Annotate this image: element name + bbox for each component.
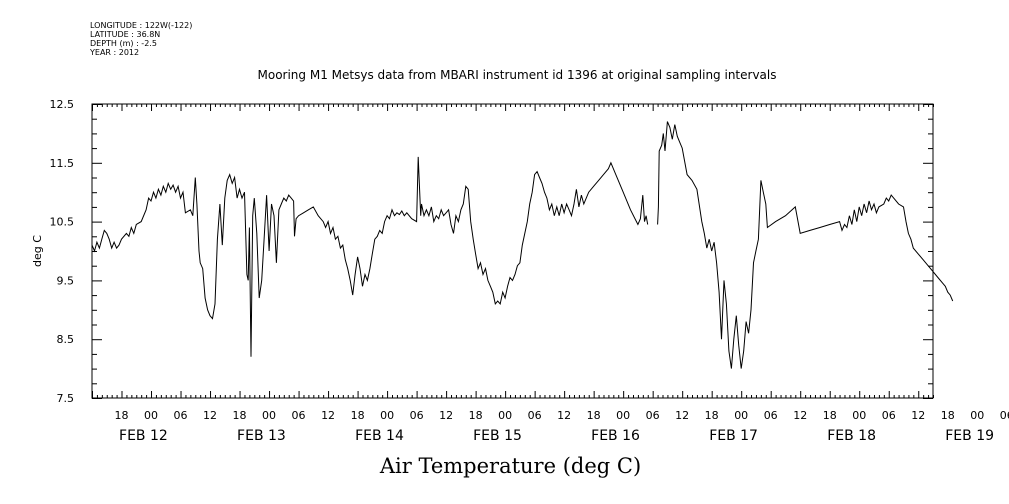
series-line — [657, 121, 954, 369]
x-tick-label: 12 — [675, 409, 689, 422]
x-tick-label: 06 — [882, 409, 896, 422]
y-tick-label: 8.5 — [57, 333, 75, 346]
x-tick-label: 12 — [321, 409, 335, 422]
x-tick-label: 06 — [292, 409, 306, 422]
x-tick-label: 18 — [115, 409, 129, 422]
y-tick-labels: 7.5 8.5 9.5 10.5 11.5 12.5 — [50, 98, 75, 405]
y-tick-label: 11.5 — [50, 157, 75, 170]
x-day-label: FEB 15 — [473, 428, 522, 444]
x-tick-label: 12 — [557, 409, 571, 422]
x-axis-label: Air Temperature (deg C) — [379, 454, 642, 478]
x-day-label: FEB 14 — [355, 428, 404, 444]
series-line — [91, 156, 649, 357]
y-axis-label: deg C — [31, 235, 44, 267]
y-tick-label: 12.5 — [50, 98, 75, 111]
x-tick-label: 00 — [498, 409, 512, 422]
x-day-label: FEB 18 — [827, 428, 876, 444]
mooring-metadata: LONGITUDE : 122W(-122) LATITUDE : 36.8N … — [90, 21, 192, 57]
x-day-label: FEB 16 — [591, 428, 640, 444]
x-tick-label: 00 — [380, 409, 394, 422]
series-lines — [91, 121, 954, 369]
x-tick-label: 12 — [439, 409, 453, 422]
x-tick-label: 00 — [970, 409, 984, 422]
x-tick-label: 12 — [793, 409, 807, 422]
x-tick-label: 00 — [734, 409, 748, 422]
x-day-label: FEB 12 — [119, 428, 168, 444]
x-day-labels: FEB 12 FEB 13 FEB 14 FEB 15 FEB 16 FEB 17 FEB … — [119, 428, 994, 444]
x-tick-label: 18 — [705, 409, 719, 422]
x-tick-label: 06 — [174, 409, 188, 422]
x-tick-label: 12 — [203, 409, 217, 422]
depth-text: DEPTH (m) : -2.5 — [90, 39, 157, 48]
y-tick-label: 10.5 — [50, 216, 75, 229]
x-tick-label: 18 — [587, 409, 601, 422]
x-tick-label: 12 — [911, 409, 925, 422]
x-tick-label: 18 — [233, 409, 247, 422]
x-tick-label: 18 — [469, 409, 483, 422]
plot-frame — [91, 103, 934, 399]
longitude-text: LONGITUDE : 122W(-122) — [90, 21, 193, 30]
y-tick-label: 9.5 — [57, 274, 75, 287]
x-tick-label: 06 — [1000, 409, 1009, 422]
latitude-text: LATITUDE : 36.8N — [90, 30, 161, 39]
y-tick-label: 7.5 — [57, 392, 75, 405]
x-day-label: FEB 19 — [945, 428, 994, 444]
x-tick-labels: 18 00 06 12 18 00 06 12 18 00 06 12 18 00 06 12 18 00 06 12… — [115, 409, 1009, 422]
x-tick-label: 00 — [144, 409, 158, 422]
axis-ticks — [92, 104, 934, 399]
x-tick-label: 18 — [941, 409, 955, 422]
x-day-label: FEB 17 — [709, 428, 758, 444]
x-tick-label: 18 — [823, 409, 837, 422]
year-text: YEAR : 2012 — [90, 48, 140, 57]
x-tick-label: 00 — [262, 409, 276, 422]
chart-title: Mooring M1 Metsys data from MBARI instru… — [257, 68, 777, 82]
x-tick-label: 06 — [646, 409, 660, 422]
x-tick-label: 00 — [616, 409, 630, 422]
x-tick-label: 06 — [410, 409, 424, 422]
x-tick-label: 00 — [852, 409, 866, 422]
x-tick-label: 06 — [528, 409, 542, 422]
x-tick-label: 18 — [351, 409, 365, 422]
x-tick-label: 06 — [764, 409, 778, 422]
x-day-label: FEB 13 — [237, 428, 286, 444]
